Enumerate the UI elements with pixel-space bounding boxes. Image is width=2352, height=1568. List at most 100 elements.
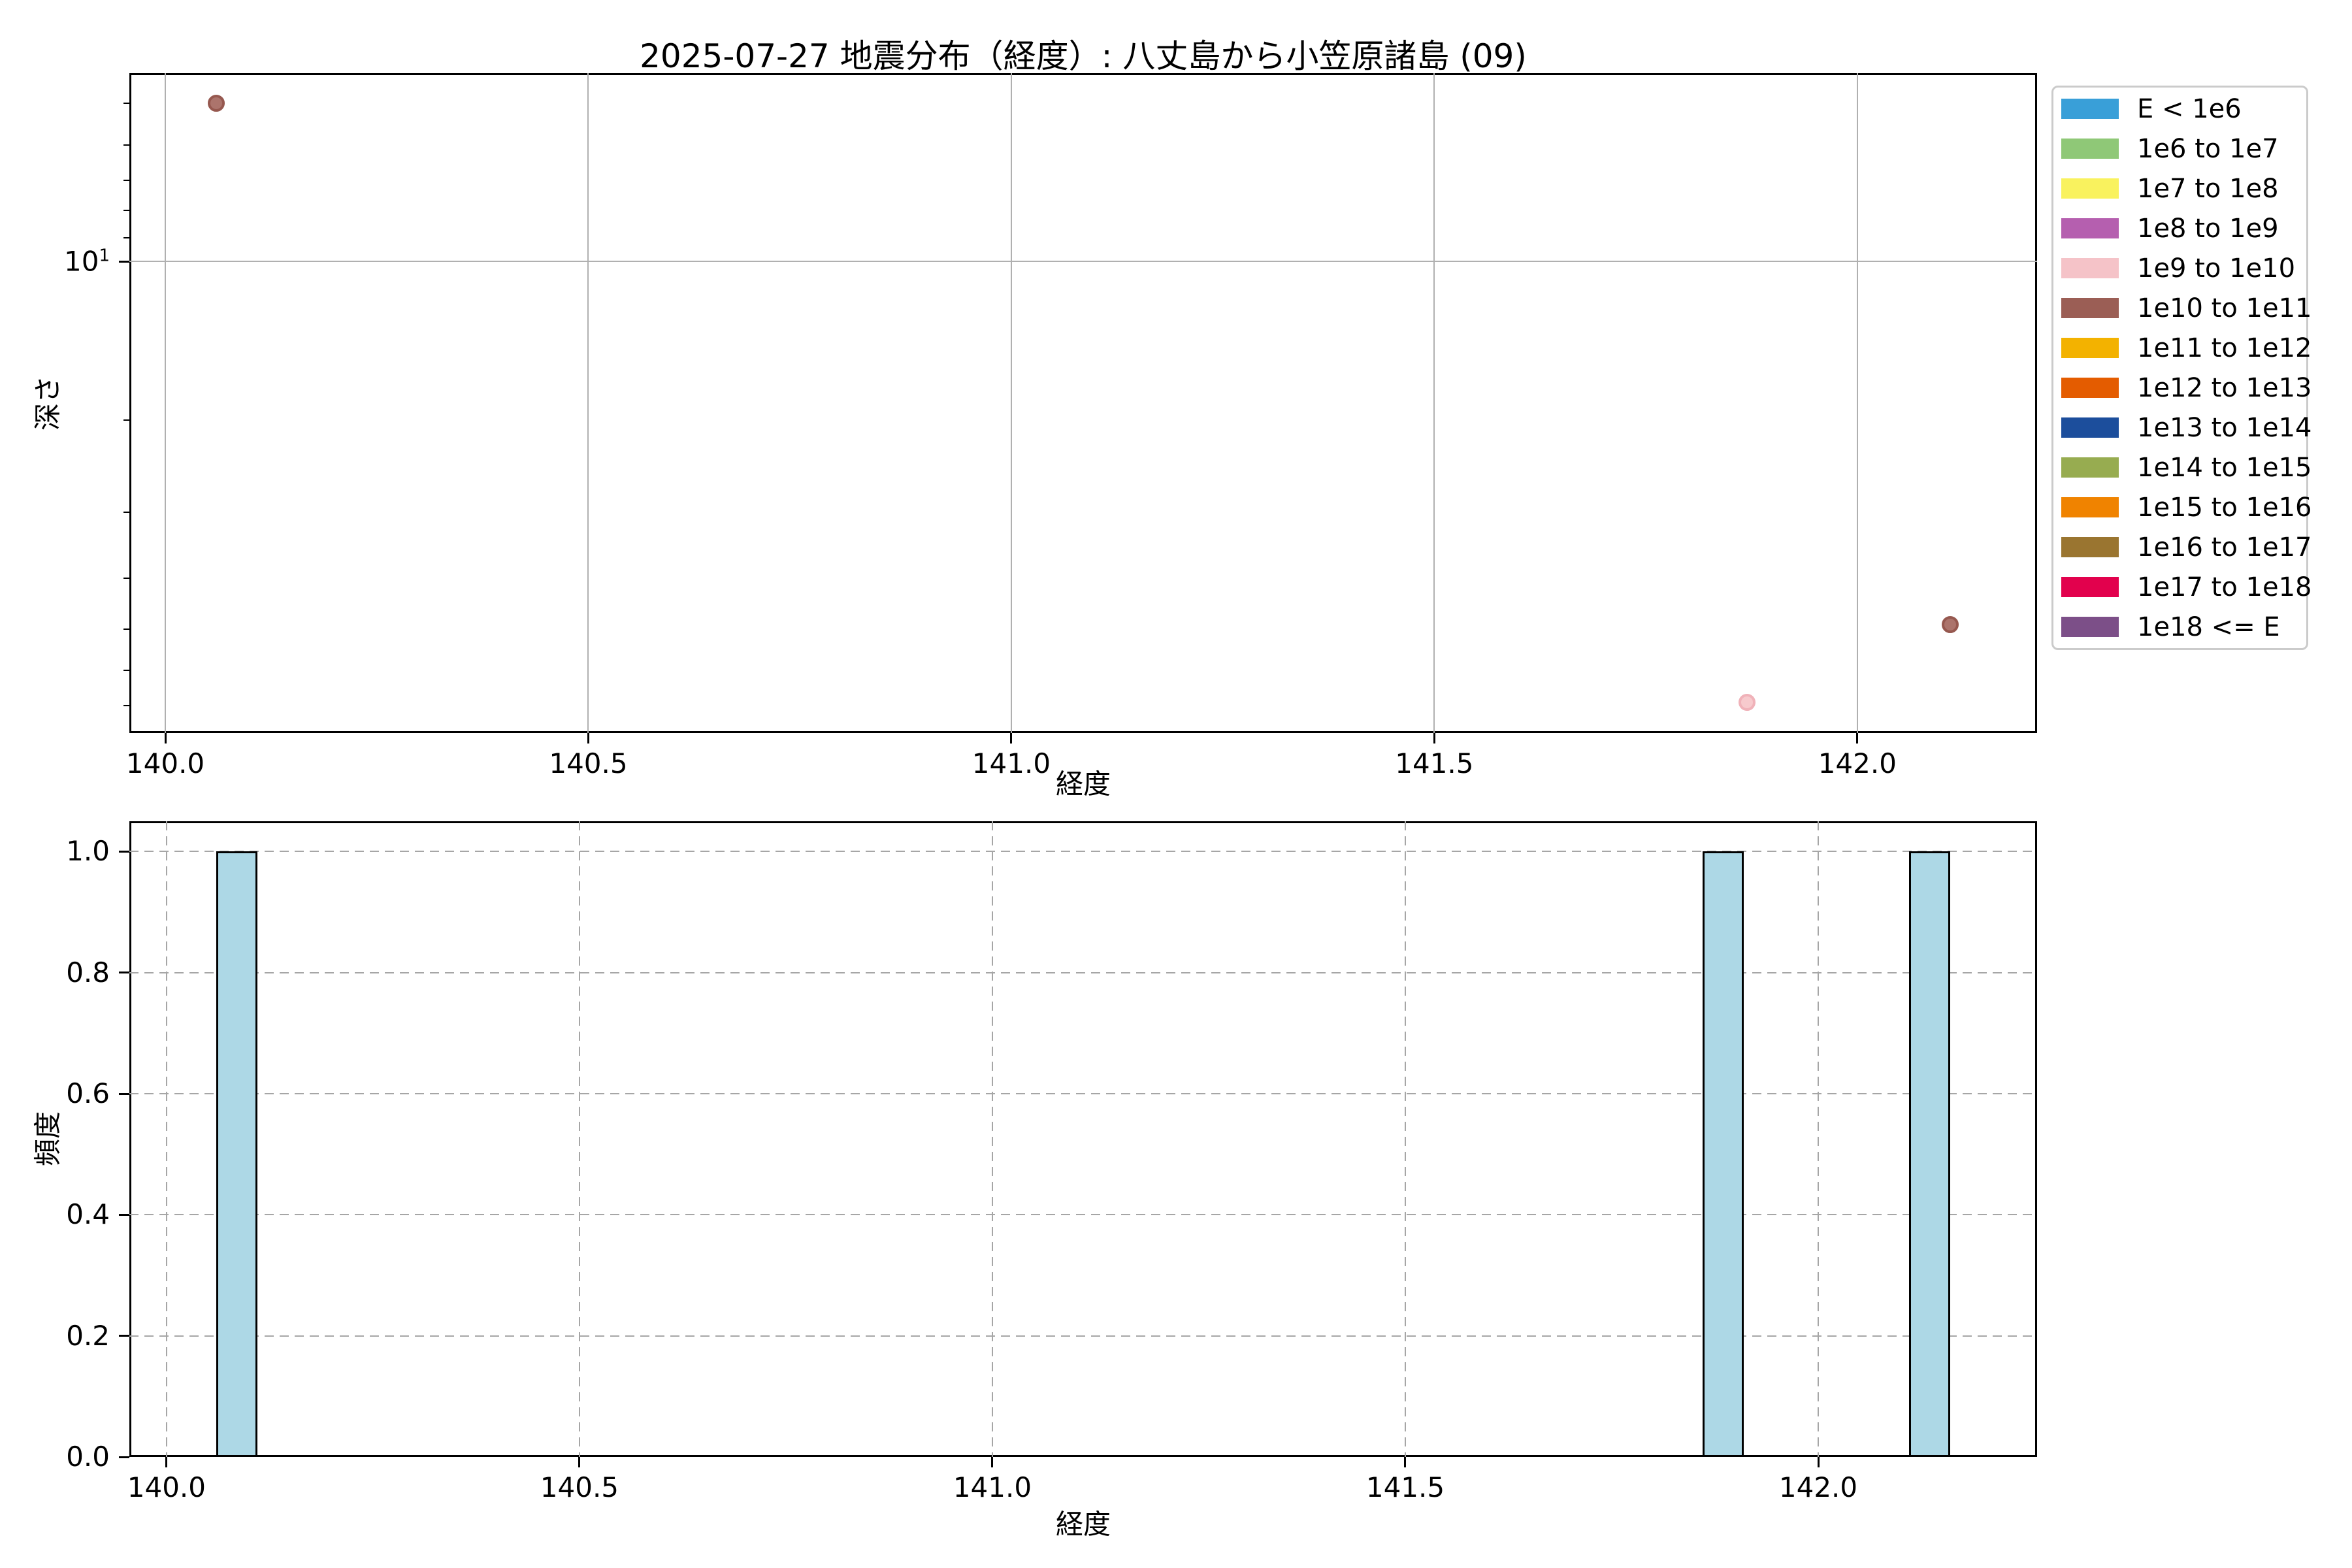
y-tick-mark [119,1456,129,1458]
x-tick-label: 140.0 [127,1471,206,1503]
y-minor-tick-mark [123,237,129,238]
y-tick-mark [119,1335,129,1337]
x-tick-label: 141.0 [972,747,1051,779]
x-tick-mark [1856,733,1859,743]
y-tick-mark [119,850,129,853]
legend-entry: 1e9 to 1e10 [2053,255,2306,282]
legend-entry: 1e12 to 1e13 [2053,375,2312,401]
y-minor-tick-mark [123,705,129,707]
x-gridline [165,73,167,733]
legend-color-swatch [2061,577,2119,597]
x-tick-mark [578,1457,581,1467]
x-gridline [1856,73,1858,733]
y-major-tick-label: 101 [64,245,110,278]
x-tick-label: 141.5 [1365,1471,1445,1503]
x-gridline [1818,821,1820,1457]
legend-entry-label: 1e16 to 1e17 [2137,532,2312,563]
x-tick-label: 141.5 [1395,747,1474,779]
legend-entry: 1e16 to 1e17 [2053,534,2312,561]
x-tick-label: 140.5 [540,1471,619,1503]
histogram-y-axis-label: 頻度 [31,1111,64,1167]
y-minor-tick-mark [123,210,129,212]
legend-entry: 1e8 to 1e9 [2053,216,2306,242]
scatter-x-axis-label: 経度 [1055,768,1111,800]
legend-entry: 1e7 to 1e8 [2053,173,2306,204]
y-tick-label: 0.0 [66,1441,110,1473]
legend-entry: E < 1e6 [2053,93,2306,124]
x-tick-mark [587,733,589,743]
legend-entry: 1e17 to 1e18 [2053,574,2312,600]
legend-color-swatch [2061,139,2119,159]
y-tick-label: 0.8 [66,956,110,988]
x-gridline [991,821,993,1457]
legend-entry: 1e11 to 1e12 [2053,335,2312,361]
histogram-bar [1703,851,1744,1457]
scatter-point [1942,615,1959,633]
x-gridline [165,821,167,1457]
histogram-bar [1909,851,1951,1457]
legend-entry-label: 1e10 to 1e11 [2137,293,2312,323]
y-gridline [129,1093,2037,1094]
y-tick-mark [119,1092,129,1095]
histogram-axes [129,821,2037,1457]
x-tick-label: 140.0 [125,747,205,779]
legend-entry-label: 1e9 to 1e10 [2137,253,2296,284]
x-tick-mark [1433,733,1435,743]
y-tick-mark [119,972,129,974]
legend-color-swatch [2061,537,2119,557]
y-tick-mark [119,1213,129,1216]
x-tick-label: 142.0 [1778,1471,1858,1503]
legend-color-swatch [2061,417,2119,438]
y-minor-tick-mark [123,419,129,421]
y-tick-label: 0.6 [66,1077,110,1109]
x-tick-label: 140.5 [549,747,628,779]
x-tick-label: 141.0 [953,1471,1032,1503]
y-minor-tick-mark [123,103,129,105]
x-tick-mark [164,733,167,743]
legend-entry-label: 1e11 to 1e12 [2137,333,2312,363]
y-gridline [129,851,2037,853]
legend-color-swatch [2061,497,2119,517]
y-tick-label: 1.0 [66,835,110,868]
scatter-y-axis-label: 深さ [31,375,64,431]
legend-entry-label: 1e6 to 1e7 [2137,133,2279,164]
x-tick-mark [1010,733,1013,743]
legend-color-swatch [2061,258,2119,278]
x-tick-label: 142.0 [1818,747,1897,779]
histogram-x-axis-label: 経度 [1055,1508,1111,1541]
legend-entry-label: E < 1e6 [2137,93,2242,124]
chart-title: 2025-07-27 地震分布（経度）: 八丈島から小笠原諸島 (09) [640,37,1527,75]
x-tick-mark [1817,1457,1820,1467]
legend-entry: 1e6 to 1e7 [2053,133,2306,164]
legend-entry-label: 1e13 to 1e14 [2137,412,2312,443]
legend-entry: 1e13 to 1e14 [2053,415,2312,441]
y-major-tick-mark [119,260,129,263]
legend-entry: 1e18 <= E [2053,612,2306,642]
x-gridline [1433,73,1435,733]
legend-color-swatch [2061,298,2119,318]
legend-color-swatch [2061,218,2119,238]
y-gridline [129,1335,2037,1337]
x-tick-mark [165,1457,168,1467]
legend-entry-label: 1e18 <= E [2137,612,2280,642]
y-minor-tick-mark [123,577,129,579]
y-minor-tick-mark [123,512,129,514]
y-gridline [129,1214,2037,1216]
legend-color-swatch [2061,338,2119,358]
legend-color-swatch [2061,378,2119,398]
legend-entry-label: 1e12 to 1e13 [2137,372,2312,403]
y-gridline [129,261,2037,263]
legend-entry-label: 1e14 to 1e15 [2137,452,2312,483]
histogram-bar [216,851,257,1457]
legend-entry-label: 1e17 to 1e18 [2137,572,2312,602]
x-gridline [587,73,589,733]
legend-entry: 1e15 to 1e16 [2053,495,2312,521]
y-tick-label: 0.2 [66,1319,110,1352]
y-minor-tick-mark [123,670,129,672]
x-tick-mark [991,1457,994,1467]
x-gridline [578,821,580,1457]
legend-entry-label: 1e7 to 1e8 [2137,173,2279,204]
legend-entry-label: 1e8 to 1e9 [2137,213,2279,244]
y-gridline [129,972,2037,973]
